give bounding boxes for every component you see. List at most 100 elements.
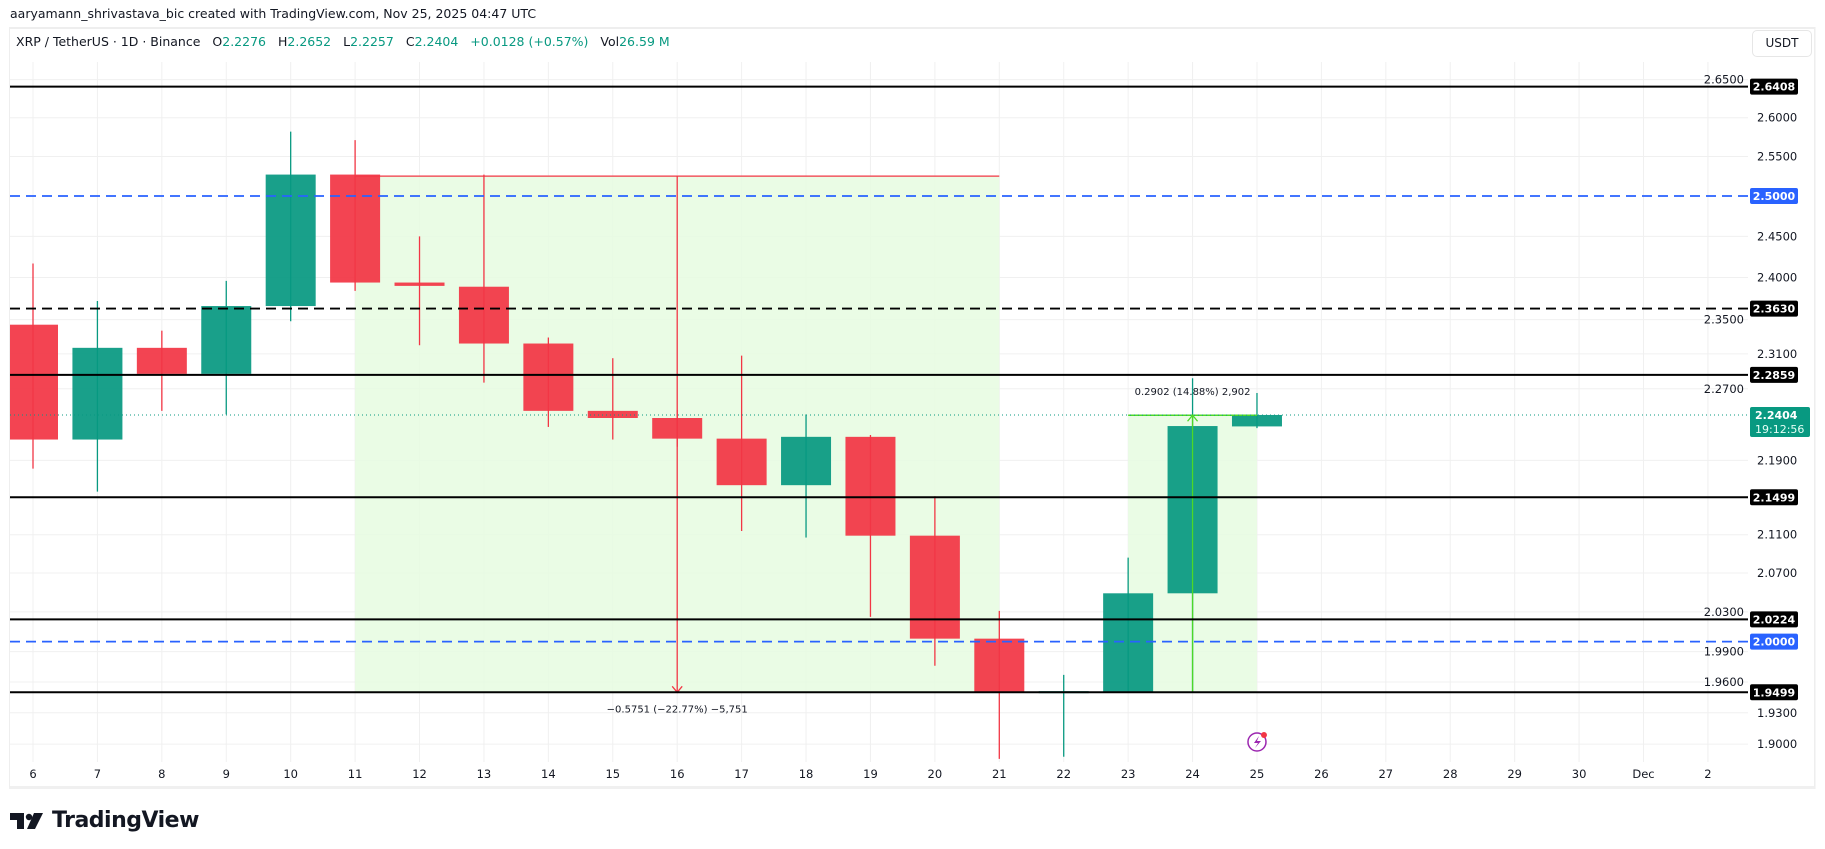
- candle-body: [1103, 593, 1154, 693]
- date-tick-label: 30: [1572, 767, 1587, 781]
- high-label: H: [277, 34, 288, 49]
- date-tick-label: 9: [223, 767, 230, 781]
- low-value: 2.2257: [350, 34, 394, 49]
- candle-body: [909, 535, 960, 639]
- candle-7: [72, 300, 123, 492]
- price-level-label: 2.2859: [1753, 369, 1795, 382]
- date-tick-label: 26: [1314, 767, 1329, 781]
- lightning-icon: [1253, 736, 1261, 748]
- price-level-label: 2.1499: [1753, 491, 1795, 504]
- brand-name: TradingView: [52, 808, 199, 833]
- candle-body: [1231, 414, 1282, 427]
- date-tick-label: 16: [670, 767, 685, 781]
- volume-value: 26.59 M: [619, 34, 670, 49]
- date-tick-label: 27: [1378, 767, 1393, 781]
- date-tick-label: 13: [477, 767, 492, 781]
- candle-body: [845, 436, 896, 536]
- measure-label: 0.2902 (14.88%) 2,902: [1135, 387, 1251, 398]
- price-level-tag: [1750, 366, 1798, 383]
- candle-body: [201, 306, 252, 374]
- measure-label: −0.5751 (−22.77%) −5,751: [607, 704, 748, 715]
- candle-11: [330, 140, 381, 291]
- plot-area: −0.5751 (−22.77%) −5,751 0.2902 (14.88%) …: [10, 62, 1748, 762]
- bar-countdown-label: 19:12:56: [1755, 423, 1804, 436]
- price-tick-label: 2.4500: [1757, 229, 1797, 243]
- price-level-tag: [1750, 684, 1798, 701]
- price-tick-label: 1.9300: [1757, 706, 1797, 720]
- date-tick-label: 8: [158, 767, 165, 781]
- date-tick-label: 20: [928, 767, 943, 781]
- volume-label: Vol: [600, 34, 620, 49]
- last-price-label: 2.2404: [1755, 409, 1798, 422]
- price-tick-label: 2.4000: [1757, 271, 1797, 285]
- price-tick-label: 2.1900: [1757, 453, 1797, 467]
- price-level-label: 2.3630: [1753, 303, 1796, 316]
- price-level-tag: [1750, 188, 1798, 205]
- price-tick-label: 1.9000: [1757, 737, 1797, 751]
- price-level-tag: [1750, 633, 1798, 650]
- date-tick-label: 24: [1185, 767, 1200, 781]
- candle-21: [974, 610, 1025, 759]
- symbol-legend: XRP / TetherUS · 1D · Binance O2.2276 H2…: [16, 34, 678, 49]
- price-level-tag: [1750, 611, 1798, 628]
- date-tick-label: Dec: [1632, 767, 1654, 781]
- candle-body: [523, 343, 574, 411]
- close-value: 2.2404: [414, 34, 459, 49]
- tradingview-logo[interactable]: TradingView: [10, 808, 199, 833]
- close-label: C: [405, 34, 415, 49]
- date-tick-label: 19: [863, 767, 878, 781]
- date-tick-label: 23: [1121, 767, 1136, 781]
- candle-13: [458, 174, 509, 383]
- price-level-label: 2.6408: [1753, 81, 1795, 94]
- date-tick-label: 12: [412, 767, 427, 781]
- date-tick-label: 29: [1507, 767, 1522, 781]
- price-tick-label: 2.0700: [1757, 566, 1797, 580]
- symbol-title[interactable]: XRP / TetherUS · 1D · Binance: [16, 34, 201, 49]
- price-tick-label: 2.0300: [1704, 605, 1744, 619]
- notification-dot-icon: [1260, 732, 1267, 738]
- candle-body: [394, 282, 445, 286]
- open-value: 2.2276: [222, 34, 266, 49]
- date-tick-label: 21: [992, 767, 1007, 781]
- price-level-label: 2.0000: [1753, 636, 1796, 649]
- date-tick-label: 17: [734, 767, 749, 781]
- candle-25: [1231, 392, 1282, 429]
- date-tick-label: 22: [1056, 767, 1071, 781]
- price-tick-label: 1.9600: [1704, 675, 1744, 689]
- date-tick-label: 18: [799, 767, 814, 781]
- candle-body: [10, 324, 58, 440]
- candle-17: [716, 355, 767, 531]
- candle-body: [136, 347, 187, 374]
- candle-9: [201, 280, 252, 415]
- candle-19: [845, 435, 896, 617]
- candle-body: [587, 410, 638, 419]
- price-level-tag: [1750, 300, 1798, 317]
- date-tick-label: 2: [1704, 767, 1711, 781]
- price-level-label: 2.5000: [1753, 190, 1796, 203]
- date-tick-label: 15: [605, 767, 620, 781]
- candle-15: [587, 358, 638, 440]
- price-tick-label: 2.2700: [1704, 382, 1744, 396]
- price-tick-label: 2.1100: [1757, 528, 1797, 542]
- price-level-tag: [1750, 78, 1798, 95]
- price-level-label: 2.0224: [1753, 613, 1796, 626]
- currency-button[interactable]: USDT: [1752, 30, 1812, 57]
- date-tick-label: 28: [1443, 767, 1458, 781]
- price-tick-label: 2.3500: [1704, 313, 1744, 327]
- price-tick-label: 2.5500: [1757, 149, 1797, 163]
- date-tick-label: 6: [29, 767, 36, 781]
- candle-body: [330, 174, 381, 283]
- price-tick-label: 2.6500: [1704, 73, 1744, 87]
- candle-6: [10, 263, 58, 469]
- high-value: 2.2652: [287, 34, 332, 49]
- candle-18: [781, 414, 832, 538]
- date-tick-label: 14: [541, 767, 556, 781]
- chart-credit: aaryamann_shrivastava_bic created with T…: [10, 6, 537, 21]
- candle-23: [1103, 557, 1154, 693]
- candle-body: [781, 436, 832, 486]
- open-label: O: [212, 34, 223, 49]
- candle-body: [974, 638, 1025, 693]
- date-tick-label: 25: [1250, 767, 1265, 781]
- candle-body: [265, 174, 316, 307]
